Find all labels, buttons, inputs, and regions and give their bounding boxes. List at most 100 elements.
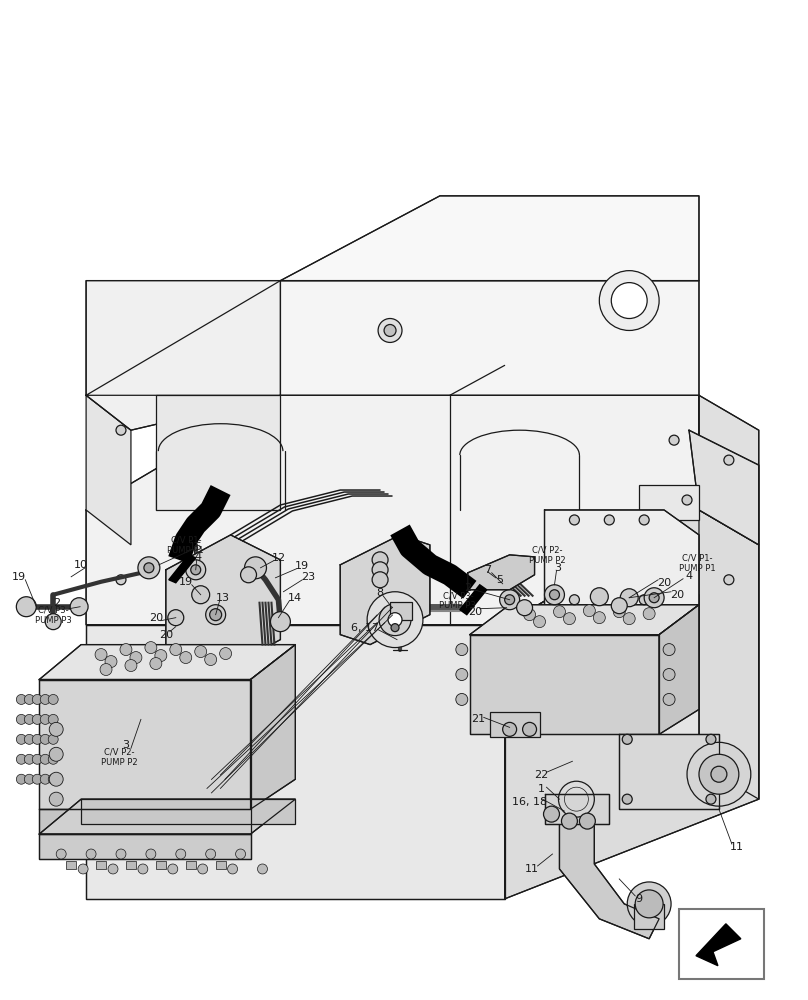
- Circle shape: [155, 650, 166, 662]
- Polygon shape: [545, 510, 699, 615]
- Polygon shape: [86, 395, 699, 625]
- Circle shape: [45, 614, 61, 630]
- Circle shape: [191, 565, 200, 575]
- Circle shape: [649, 593, 659, 603]
- Circle shape: [622, 734, 632, 744]
- Polygon shape: [86, 281, 699, 395]
- Circle shape: [32, 694, 42, 704]
- Circle shape: [48, 734, 58, 744]
- Circle shape: [48, 754, 58, 764]
- Text: 1: 1: [538, 784, 545, 794]
- Circle shape: [108, 864, 118, 874]
- Circle shape: [258, 864, 267, 874]
- Circle shape: [570, 515, 579, 525]
- Circle shape: [220, 648, 232, 660]
- Circle shape: [523, 722, 537, 736]
- Polygon shape: [207, 622, 385, 789]
- Circle shape: [144, 563, 154, 573]
- Polygon shape: [696, 924, 741, 966]
- Circle shape: [627, 882, 671, 926]
- Polygon shape: [156, 395, 280, 510]
- Circle shape: [241, 567, 256, 583]
- Polygon shape: [86, 281, 280, 430]
- Circle shape: [367, 592, 423, 648]
- Circle shape: [149, 658, 162, 670]
- Text: 12: 12: [271, 553, 285, 563]
- Circle shape: [644, 588, 664, 608]
- Text: 14: 14: [288, 593, 302, 603]
- Circle shape: [379, 604, 411, 636]
- Circle shape: [639, 515, 649, 525]
- Circle shape: [549, 590, 559, 600]
- Circle shape: [612, 598, 627, 614]
- Circle shape: [78, 864, 88, 874]
- Text: C/V P2-
PUMP P2: C/V P2- PUMP P2: [101, 748, 137, 767]
- Circle shape: [116, 425, 126, 435]
- Circle shape: [130, 652, 142, 664]
- Circle shape: [613, 606, 625, 618]
- Polygon shape: [659, 605, 699, 734]
- Circle shape: [209, 609, 221, 621]
- Circle shape: [391, 624, 399, 632]
- Polygon shape: [250, 645, 296, 809]
- Circle shape: [146, 849, 156, 859]
- Circle shape: [663, 644, 675, 656]
- Polygon shape: [469, 635, 659, 734]
- Text: 4: 4: [194, 552, 201, 562]
- Circle shape: [168, 610, 183, 626]
- Circle shape: [524, 609, 536, 621]
- Circle shape: [204, 654, 217, 666]
- Circle shape: [138, 864, 148, 874]
- Circle shape: [228, 864, 238, 874]
- Circle shape: [622, 794, 632, 804]
- Circle shape: [120, 644, 132, 656]
- Circle shape: [663, 693, 675, 705]
- Polygon shape: [86, 395, 131, 545]
- Polygon shape: [40, 645, 296, 680]
- Circle shape: [49, 792, 63, 806]
- Circle shape: [32, 734, 42, 744]
- Circle shape: [40, 734, 50, 744]
- Bar: [96, 861, 106, 869]
- Text: 4: 4: [685, 571, 692, 581]
- Bar: [639, 485, 699, 520]
- Polygon shape: [469, 605, 699, 635]
- Text: 11: 11: [730, 842, 744, 852]
- Circle shape: [372, 572, 388, 588]
- Circle shape: [125, 660, 137, 672]
- Circle shape: [562, 813, 578, 829]
- Circle shape: [372, 552, 388, 568]
- Text: C/V P3-
PUMP P3: C/V P3- PUMP P3: [440, 591, 476, 610]
- Circle shape: [16, 694, 27, 704]
- Circle shape: [639, 595, 649, 605]
- Circle shape: [145, 642, 157, 654]
- Circle shape: [583, 605, 595, 617]
- Polygon shape: [699, 395, 759, 799]
- Circle shape: [724, 575, 734, 585]
- Bar: [66, 861, 76, 869]
- Text: 2: 2: [465, 583, 471, 593]
- Circle shape: [49, 772, 63, 786]
- Circle shape: [456, 693, 468, 705]
- Polygon shape: [166, 535, 280, 675]
- Bar: [156, 861, 166, 869]
- Polygon shape: [40, 799, 296, 834]
- Circle shape: [669, 435, 679, 445]
- Bar: [679, 909, 764, 979]
- Circle shape: [49, 722, 63, 736]
- Circle shape: [100, 664, 112, 676]
- Circle shape: [206, 605, 225, 625]
- Circle shape: [236, 849, 246, 859]
- Polygon shape: [559, 819, 659, 939]
- Circle shape: [186, 560, 206, 580]
- Text: 23: 23: [301, 572, 315, 582]
- Text: 13: 13: [216, 593, 229, 603]
- Circle shape: [669, 565, 679, 575]
- Circle shape: [57, 849, 66, 859]
- Circle shape: [32, 774, 42, 784]
- Circle shape: [191, 586, 209, 604]
- Circle shape: [40, 774, 50, 784]
- Circle shape: [40, 754, 50, 764]
- Circle shape: [116, 575, 126, 585]
- Circle shape: [16, 714, 27, 724]
